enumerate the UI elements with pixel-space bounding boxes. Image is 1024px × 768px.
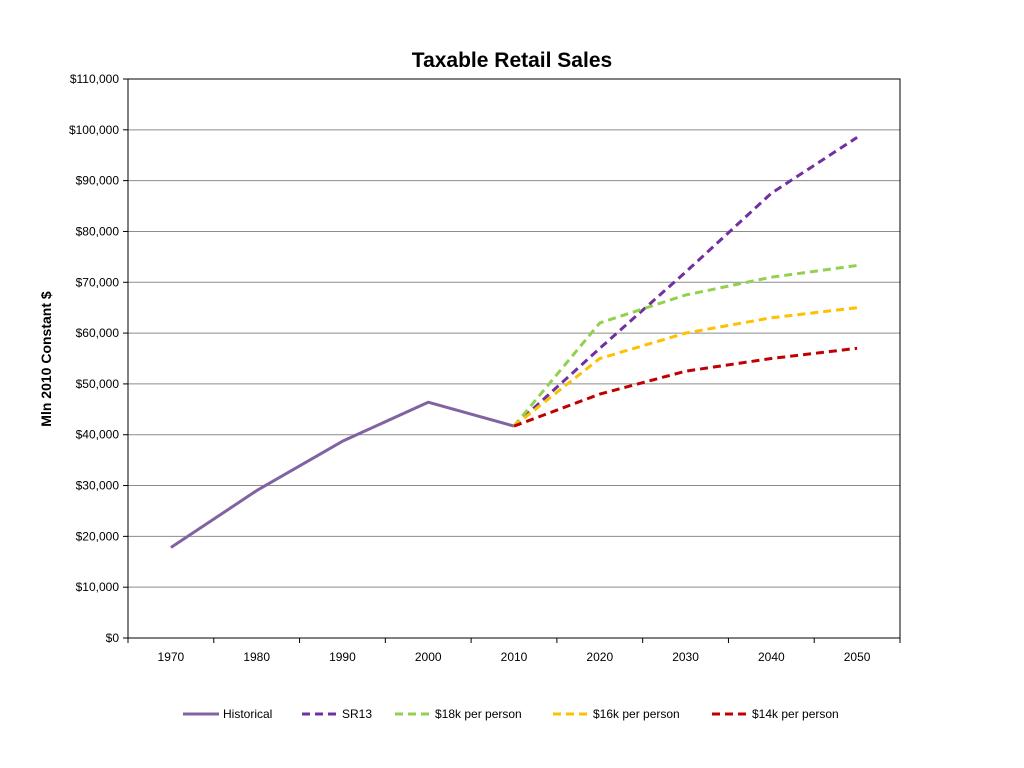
- series-line: [513, 306, 858, 428]
- series-line: [512, 264, 858, 428]
- y-tick-label: $40,000: [76, 428, 120, 442]
- x-tick-label: 2030: [672, 650, 699, 664]
- legend-label: $14k per person: [752, 707, 839, 721]
- y-tick-label: $60,000: [76, 326, 120, 340]
- y-axis: $0 $10,000 $20,000 $30,000 $40,000 $50,000 $60…: [69, 72, 128, 645]
- series-line: [170, 400, 515, 549]
- y-tick-label: $100,000: [69, 123, 119, 137]
- x-tick-label: 2020: [586, 650, 613, 664]
- gridlines: [128, 129, 900, 588]
- x-tick-label: 1980: [243, 650, 270, 664]
- legend-label: $18k per person: [435, 707, 522, 721]
- series-line: [512, 136, 858, 428]
- y-tick-label: $90,000: [76, 174, 120, 188]
- x-tick-label: 2040: [758, 650, 785, 664]
- plot-area: [127, 78, 901, 639]
- y-tick-label: $80,000: [76, 224, 120, 238]
- y-tick-label: $10,000: [76, 580, 120, 594]
- series-line: [513, 346, 858, 428]
- y-tick-label: $20,000: [76, 529, 120, 543]
- legend-label: $16k per person: [593, 707, 680, 721]
- legend-label: Historical: [223, 707, 272, 721]
- y-tick-label: $50,000: [76, 377, 120, 391]
- chart-title: Taxable Retail Sales: [412, 49, 612, 72]
- y-tick-label: $30,000: [76, 479, 120, 493]
- x-tick-label: 1990: [329, 650, 356, 664]
- series-lines: [170, 136, 858, 549]
- x-tick-label: 2010: [501, 650, 528, 664]
- x-axis: 1970 1980 1990 2000 2010 2020 2030 2040 2050: [127, 638, 901, 664]
- x-tick-label: 2000: [415, 650, 442, 664]
- y-tick-label: $110,000: [70, 72, 119, 86]
- legend: Historical SR13 $18k per person $16k per pe…: [183, 707, 839, 721]
- x-tick-label: 1970: [158, 650, 185, 664]
- y-tick-label: $70,000: [76, 275, 120, 289]
- y-tick-label: $0: [106, 631, 120, 645]
- y-axis-label: Mln 2010 Constant $: [38, 291, 54, 427]
- legend-label: SR13: [342, 707, 372, 721]
- x-tick-label: 2050: [844, 650, 871, 664]
